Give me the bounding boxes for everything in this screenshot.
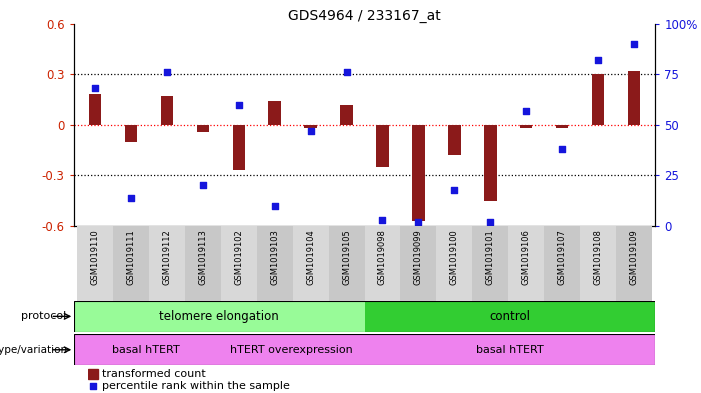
Text: protocol: protocol (21, 311, 70, 321)
Bar (221, 226, 257, 301)
Bar (616, 226, 652, 301)
Text: GSM1019110: GSM1019110 (90, 229, 100, 285)
Text: hTERT overexpression: hTERT overexpression (231, 345, 353, 355)
Text: GSM1019102: GSM1019102 (234, 229, 243, 285)
Point (269, 203, 280, 209)
Bar (472, 226, 508, 301)
Bar (627, 71, 640, 125)
Text: basal hTERT: basal hTERT (476, 345, 544, 355)
Text: telomere elongation: telomere elongation (159, 310, 279, 323)
Bar (257, 226, 293, 301)
Bar (376, 125, 389, 167)
Bar (484, 125, 496, 201)
Text: GSM1019106: GSM1019106 (522, 229, 531, 285)
Bar (508, 226, 544, 301)
Bar (544, 226, 580, 301)
Point (521, 107, 532, 114)
Point (341, 69, 352, 75)
Point (305, 128, 316, 134)
Point (233, 101, 245, 108)
Bar (219, 334, 365, 365)
Bar (400, 226, 436, 301)
Bar (580, 226, 616, 301)
Text: basal hTERT: basal hTERT (112, 345, 180, 355)
Point (484, 219, 496, 225)
Bar (149, 226, 185, 301)
Point (377, 217, 388, 223)
Text: GSM1019099: GSM1019099 (414, 229, 423, 285)
Bar (161, 96, 173, 125)
Text: GSM1019109: GSM1019109 (629, 229, 639, 285)
Bar (74, 334, 219, 365)
Point (557, 146, 568, 152)
Text: GSM1019100: GSM1019100 (450, 229, 459, 285)
Text: transformed count: transformed count (102, 369, 206, 379)
Bar (293, 226, 329, 301)
Bar (113, 226, 149, 301)
Bar (88, 369, 98, 379)
Text: GSM1019112: GSM1019112 (163, 229, 172, 285)
Text: GSM1019111: GSM1019111 (127, 229, 135, 285)
Point (413, 219, 424, 225)
Bar (196, 125, 209, 132)
Text: GSM1019108: GSM1019108 (594, 229, 602, 285)
Bar (74, 301, 365, 332)
Bar (125, 125, 137, 141)
Bar (89, 94, 102, 125)
Bar (77, 226, 113, 301)
Point (628, 41, 639, 47)
Point (125, 195, 137, 201)
Point (90, 85, 101, 92)
Bar (268, 101, 281, 125)
Text: genotype/variation: genotype/variation (0, 345, 70, 355)
Text: GSM1019113: GSM1019113 (198, 229, 207, 285)
Text: percentile rank within the sample: percentile rank within the sample (102, 381, 290, 391)
Bar (185, 226, 221, 301)
Bar (520, 125, 533, 128)
Bar (304, 125, 317, 128)
Bar (556, 125, 569, 128)
Bar (436, 226, 472, 301)
Point (449, 186, 460, 193)
Text: GSM1019104: GSM1019104 (306, 229, 315, 285)
Bar (412, 125, 425, 221)
Bar (365, 334, 655, 365)
Point (161, 69, 172, 75)
Point (87, 383, 98, 389)
Bar (365, 226, 400, 301)
Text: GSM1019101: GSM1019101 (486, 229, 495, 285)
Bar (592, 74, 604, 125)
Text: GSM1019105: GSM1019105 (342, 229, 351, 285)
Bar (448, 125, 461, 155)
Text: control: control (489, 310, 531, 323)
Bar (340, 105, 353, 125)
Point (592, 57, 604, 63)
Bar (329, 226, 365, 301)
Point (197, 182, 208, 189)
Bar (233, 125, 245, 170)
Text: GSM1019098: GSM1019098 (378, 229, 387, 285)
Title: GDS4964 / 233167_at: GDS4964 / 233167_at (288, 9, 441, 22)
Text: GSM1019107: GSM1019107 (557, 229, 566, 285)
Text: GSM1019103: GSM1019103 (270, 229, 279, 285)
Bar (365, 301, 655, 332)
